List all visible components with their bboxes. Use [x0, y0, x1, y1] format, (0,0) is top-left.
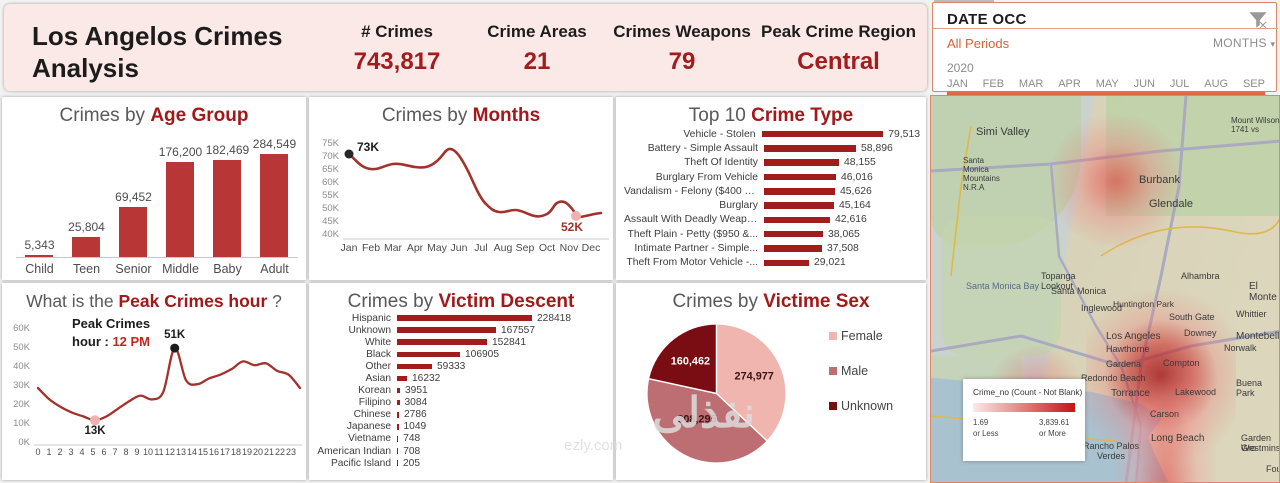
svg-text:18: 18: [231, 447, 241, 457]
svg-text:8: 8: [123, 447, 128, 457]
svg-text:70K: 70K: [322, 151, 340, 162]
svg-text:20: 20: [253, 447, 263, 457]
svg-text:Jul: Jul: [474, 242, 487, 254]
svg-text:Oct: Oct: [539, 242, 555, 254]
svg-text:1: 1: [46, 447, 51, 457]
svg-text:Jan: Jan: [341, 242, 358, 254]
svg-text:40K: 40K: [322, 229, 340, 240]
svg-text:17: 17: [220, 447, 230, 457]
svg-text:50K: 50K: [13, 342, 31, 353]
svg-text:0: 0: [35, 447, 40, 457]
svg-text:2: 2: [57, 447, 62, 457]
svg-text:308,295: 308,295: [677, 414, 716, 426]
svg-text:45K: 45K: [322, 216, 340, 227]
svg-text:13: 13: [176, 447, 186, 457]
svg-text:4: 4: [79, 447, 84, 457]
svg-text:20K: 20K: [13, 399, 31, 410]
svg-text:60K: 60K: [322, 177, 340, 188]
svg-text:Jun: Jun: [451, 242, 468, 254]
svg-text:Mar: Mar: [384, 242, 403, 254]
svg-text:0K: 0K: [18, 437, 30, 448]
svg-text:73K: 73K: [357, 140, 379, 154]
svg-text:Feb: Feb: [362, 242, 380, 254]
svg-text:11: 11: [154, 447, 163, 457]
svg-text:52K: 52K: [561, 220, 583, 234]
svg-text:13K: 13K: [84, 425, 106, 437]
svg-text:60K: 60K: [13, 323, 31, 334]
svg-text:22: 22: [275, 447, 285, 457]
svg-text:160,462: 160,462: [671, 356, 710, 368]
svg-text:May: May: [427, 242, 448, 254]
svg-text:19: 19: [242, 447, 252, 457]
svg-text:9: 9: [134, 447, 139, 457]
svg-text:50K: 50K: [322, 203, 340, 214]
svg-text:3: 3: [68, 447, 73, 457]
svg-text:12: 12: [165, 447, 175, 457]
svg-text:14: 14: [187, 447, 197, 457]
svg-text:21: 21: [264, 447, 274, 457]
svg-text:10K: 10K: [13, 418, 31, 429]
svg-text:274,977: 274,977: [735, 371, 774, 383]
svg-text:75K: 75K: [322, 138, 340, 149]
svg-text:15: 15: [198, 447, 208, 457]
svg-text:Dec: Dec: [582, 242, 601, 254]
svg-text:30K: 30K: [13, 380, 31, 391]
svg-text:7: 7: [112, 447, 117, 457]
svg-text:65K: 65K: [322, 164, 340, 175]
svg-text:5: 5: [90, 447, 95, 457]
svg-text:Apr: Apr: [407, 242, 424, 254]
svg-text:6: 6: [101, 447, 106, 457]
svg-text:55K: 55K: [322, 190, 340, 201]
svg-text:40K: 40K: [13, 361, 31, 372]
svg-text:10: 10: [143, 447, 153, 457]
svg-text:Sep: Sep: [516, 242, 535, 254]
svg-text:51K: 51K: [164, 329, 186, 341]
svg-text:Nov: Nov: [560, 242, 579, 254]
svg-text:16: 16: [209, 447, 219, 457]
svg-text:23: 23: [286, 447, 296, 457]
svg-text:Aug: Aug: [494, 242, 513, 254]
